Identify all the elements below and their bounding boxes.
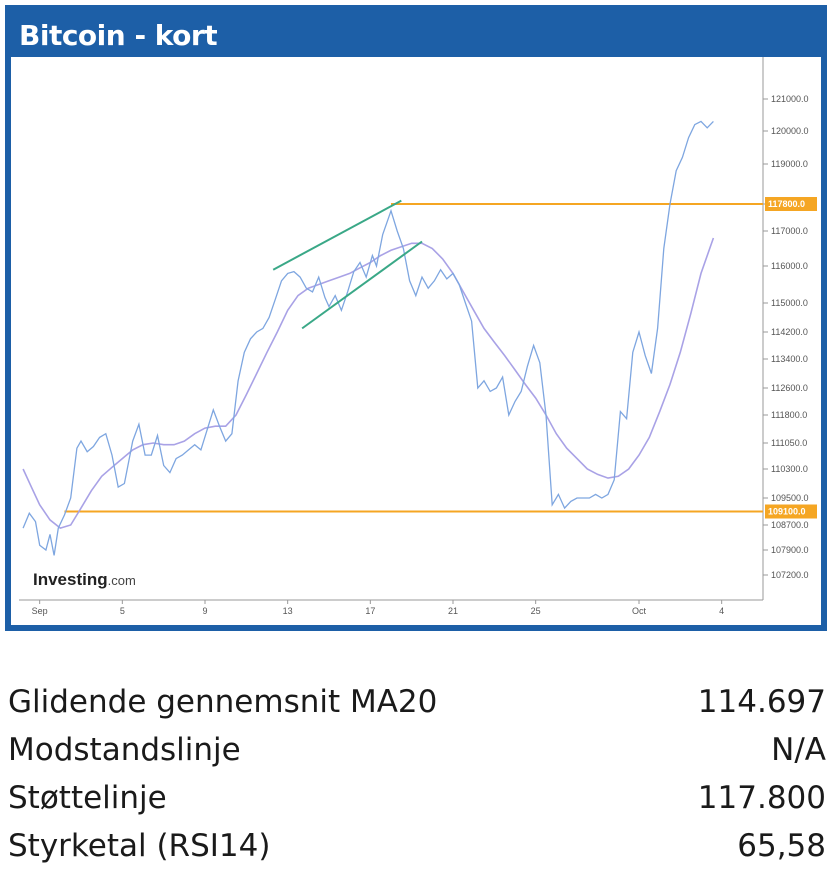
stat-row-resistance: Modstandslinje N/A <box>8 732 826 780</box>
trend-line <box>301 240 423 330</box>
stat-row-ma20: Glidende gennemsnit MA20 114.697 <box>8 684 826 732</box>
stat-label: Glidende gennemsnit MA20 <box>8 684 438 720</box>
y-tick-label: 110300.0 <box>771 464 808 474</box>
stat-value: N/A <box>771 732 826 768</box>
x-tick-label: Sep <box>32 606 48 616</box>
y-tick-label: 115000.0 <box>771 298 808 308</box>
y-tick-label: 108700.0 <box>771 520 809 530</box>
y-tick-label: 107900.0 <box>771 545 809 555</box>
stat-label: Støttelinje <box>8 780 167 816</box>
stat-row-rsi: Styrketal (RSI14) 65,58 <box>8 828 826 876</box>
stat-label: Modstandslinje <box>8 732 241 768</box>
y-tick-label: 107200.0 <box>771 570 809 580</box>
stat-row-support: Støttelinje 117.800 <box>8 780 826 828</box>
x-tick-label: Oct <box>632 606 647 616</box>
y-tick-label: 116000.0 <box>771 261 808 271</box>
stat-value: 65,58 <box>737 828 826 864</box>
level-label: 117800.0 <box>768 199 805 209</box>
y-tick-label: 111800.0 <box>771 410 807 420</box>
series-price-line <box>22 120 714 556</box>
stat-label: Styrketal (RSI14) <box>8 828 271 864</box>
y-tick-label: 120000.0 <box>771 126 809 136</box>
chart-panel: Bitcoin - kort 107200.0 107900.0 108700.0 1… <box>5 5 827 631</box>
stats-table: Glidende gennemsnit MA20 114.697 Modstan… <box>8 684 826 876</box>
chart-title: Bitcoin - kort <box>19 19 218 52</box>
x-tick-label: 13 <box>283 606 293 616</box>
x-tick-label: 25 <box>531 606 541 616</box>
x-tick-label: 9 <box>202 606 207 616</box>
x-tick-label: 4 <box>719 606 724 616</box>
investing-watermark: Investing.com <box>33 570 136 589</box>
x-tick-label: 21 <box>448 606 458 616</box>
y-tick-label: 117000.0 <box>771 226 808 236</box>
y-tick-label: 113400.0 <box>771 354 808 364</box>
chart-area: 107200.0 107900.0 108700.0 109500.0 110300.0… <box>11 57 821 625</box>
y-tick-label: 119000.0 <box>771 159 808 169</box>
level-label: 109100.0 <box>768 507 806 517</box>
y-tick-label: 109500.0 <box>771 493 809 503</box>
series-ma20-line <box>22 237 715 529</box>
trend-line <box>272 199 402 271</box>
stat-value: 114.697 <box>697 684 826 720</box>
y-tick-label: 112600.0 <box>771 383 808 393</box>
y-tick-label: 111050.0 <box>771 438 807 448</box>
stat-value: 117.800 <box>697 780 826 816</box>
price-chart: 107200.0 107900.0 108700.0 109500.0 110300.0… <box>19 57 817 616</box>
level-label-box <box>765 504 817 519</box>
x-tick-label: 5 <box>120 606 125 616</box>
level-label-box <box>765 197 817 211</box>
y-tick-label: 114200.0 <box>771 327 808 337</box>
y-tick-label: 121000.0 <box>771 94 809 104</box>
x-tick-label: 17 <box>365 606 375 616</box>
